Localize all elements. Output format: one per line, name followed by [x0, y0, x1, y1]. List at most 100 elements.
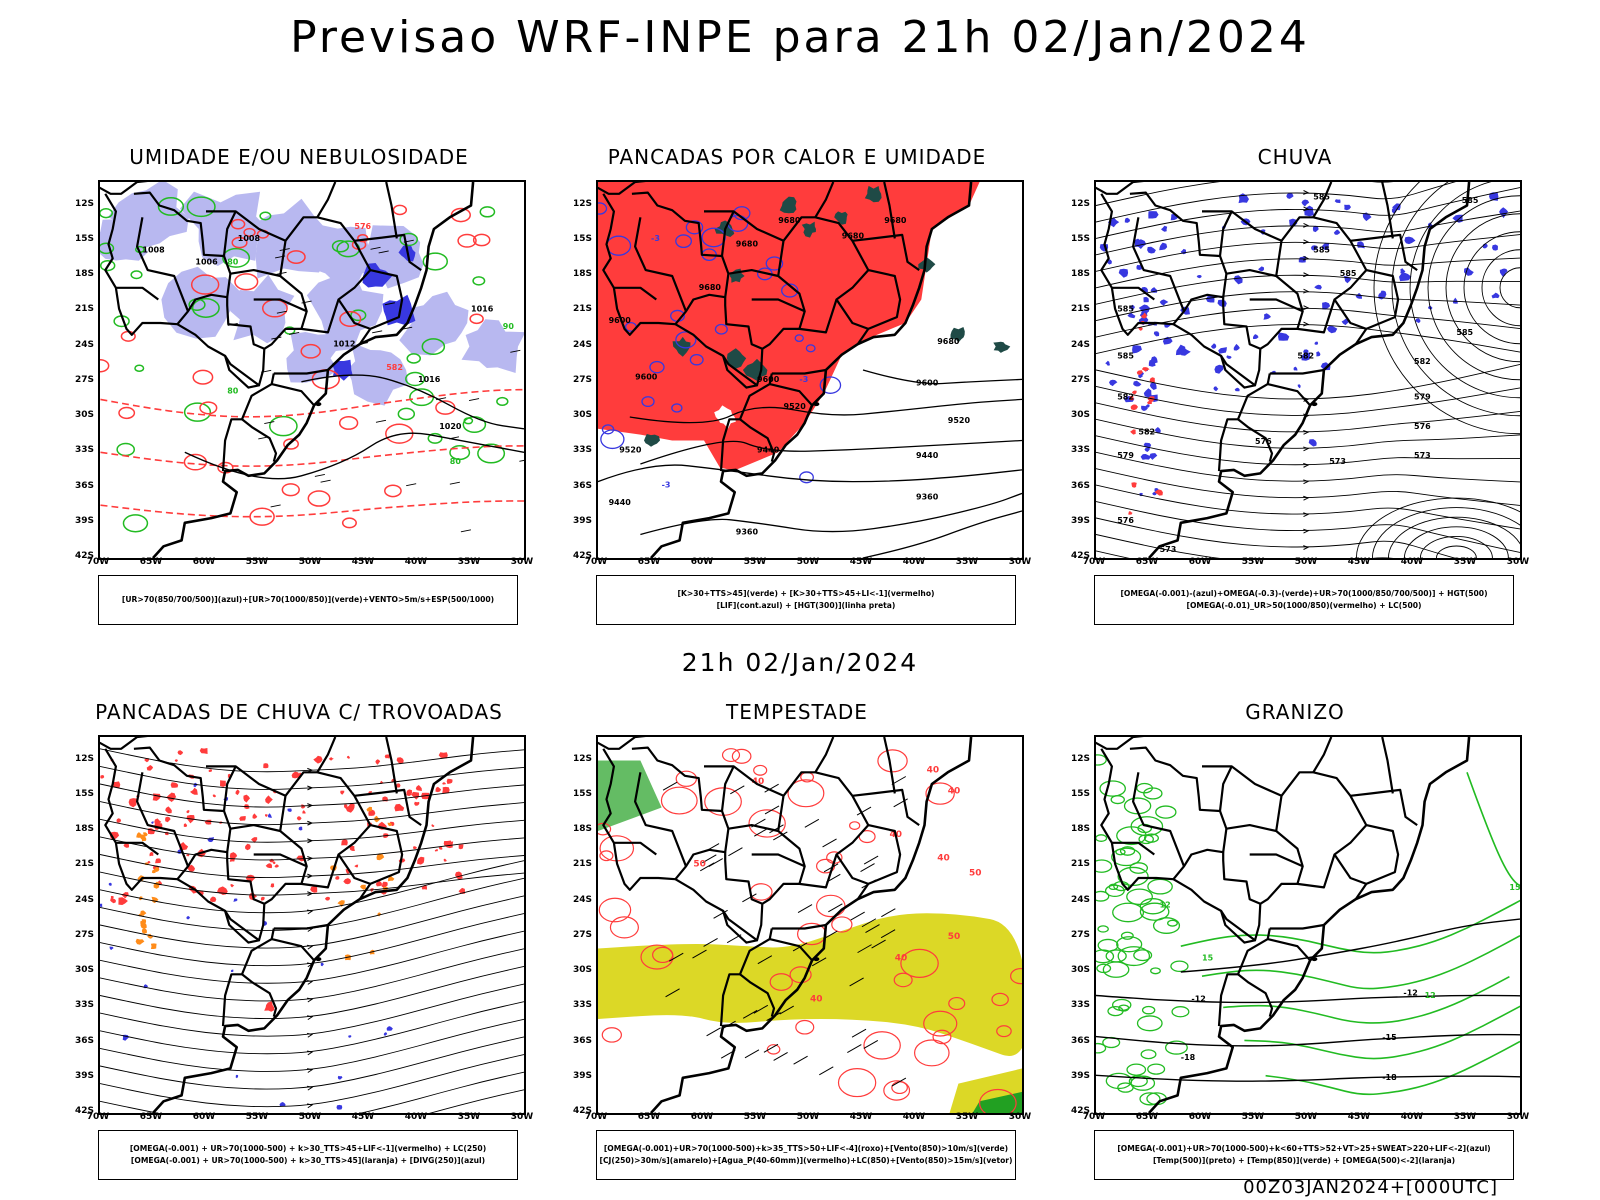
contour-label: 582 — [386, 363, 403, 372]
lat-tick-label: 30S — [1070, 410, 1090, 420]
map-canvas: 1008100610081012101610161020102457658280… — [100, 182, 524, 558]
lon-tick-label: 60W — [192, 557, 216, 567]
contour-label: 40 — [810, 994, 823, 1004]
lat-tick-label: 27S — [572, 929, 592, 940]
contour-label: 9440 — [757, 445, 780, 454]
lat-tick-label: 33S — [572, 1000, 592, 1011]
panel-title: PANCADAS POR CALOR E UMIDADE — [607, 145, 987, 169]
lat-tick-label: 24S — [1070, 894, 1090, 905]
contour-label: 582 — [1414, 357, 1431, 366]
panel-legend: [OMEGA(-0.001)+UR>70(1000-500)+k<60+TTS>… — [1094, 1130, 1514, 1180]
contour-label: -3 — [662, 481, 671, 490]
lat-tick-label: 42S — [74, 551, 94, 561]
legend-line: [OMEGA(-0.001)+UR>70(1000-500)+k>35_TTS>… — [603, 1144, 1009, 1153]
contour-label: 9680 — [884, 216, 907, 225]
contour-label: 9600 — [609, 316, 632, 325]
lat-tick-label: 15S — [1070, 788, 1090, 799]
lat-tick-label: 21S — [74, 304, 94, 315]
contour-label: 576 — [354, 222, 371, 231]
contour-label: 573 — [1414, 451, 1431, 460]
lat-tick-label: 18S — [1070, 824, 1090, 834]
lat-tick-label: 15S — [74, 788, 94, 799]
panel-legend: [UR>70(850/700/500)](azul)+[UR>70(1000/8… — [98, 575, 518, 625]
contour-label: 40 — [948, 786, 961, 796]
lat-tick-label: 33S — [1070, 445, 1090, 456]
lat-tick-label: 15S — [572, 788, 592, 799]
lat-tick-label: 42S — [1070, 1106, 1090, 1116]
lat-tick-label: 36S — [74, 480, 94, 491]
lon-tick-label: 40W — [404, 1112, 428, 1122]
contour-label: 576 — [1255, 437, 1272, 446]
lat-tick-label: 18S — [572, 269, 592, 279]
lon-tick-label: 60W — [690, 557, 714, 567]
lon-tick-label: 65W — [637, 557, 661, 567]
lon-tick-label: 60W — [192, 1112, 216, 1122]
weather-map: -12 -12 -15 -18 -18 12 15 15 12 — [1094, 735, 1522, 1115]
lat-tick-label: 21S — [1070, 859, 1090, 870]
legend-line: [OMEGA(-0.001)-(azul)+OMEGA(-0.3)-(verde… — [1120, 589, 1488, 598]
lon-tick-label: 35W — [955, 557, 979, 567]
lon-tick-label: 50W — [796, 1112, 820, 1122]
lat-tick-label: 30S — [74, 410, 94, 420]
contour-label: 9520 — [948, 416, 971, 425]
contour-label: 9600 — [916, 378, 939, 387]
lat-tick-label: 21S — [74, 859, 94, 870]
lat-tick-label: 21S — [572, 304, 592, 315]
lat-tick-label: 39S — [74, 1070, 94, 1081]
lon-tick-label: 50W — [1294, 1112, 1318, 1122]
lon-tick-label: 55W — [743, 1112, 767, 1122]
contour-label: 585 — [1340, 269, 1357, 278]
contour-label: 40 — [927, 765, 940, 775]
contour-label: -3 — [651, 234, 660, 243]
lon-tick-label: 65W — [1135, 1112, 1159, 1122]
lon-tick-label: 70W — [1082, 1112, 1106, 1122]
contour-label: 12 — [1160, 900, 1171, 909]
contour-label: 582 — [1297, 351, 1314, 360]
lat-tick-label: 24S — [74, 339, 94, 350]
lat-tick-label: 36S — [74, 1035, 94, 1046]
contour-label: 585 — [1117, 304, 1134, 313]
lat-tick-label: 36S — [572, 480, 592, 491]
contour-label: -15 — [1382, 1033, 1397, 1042]
lat-tick-label: 12S — [74, 753, 94, 764]
lon-tick-label: 35W — [1453, 557, 1477, 567]
lat-tick-label: 27S — [1070, 929, 1090, 940]
contour-label: -12 — [1191, 994, 1205, 1003]
weather-map: 585 585 585 585 585 582 582 582 582 579 579 576 576 5… — [1094, 180, 1522, 560]
contour-label: 9520 — [784, 402, 807, 411]
contour-label: 80 — [450, 457, 462, 466]
contour-label: 573 — [1160, 545, 1177, 554]
lon-tick-label: 70W — [1082, 557, 1106, 567]
contour-label: -18 — [1382, 1073, 1397, 1082]
lon-tick-label: 45W — [849, 1112, 873, 1122]
panel-title: PANCADAS DE CHUVA C/ TROVOADAS — [95, 700, 503, 724]
lon-tick-label: 45W — [351, 1112, 375, 1122]
contour-label: 9680 — [778, 216, 801, 225]
lat-tick-label: 42S — [1070, 551, 1090, 561]
lon-tick-label: 35W — [457, 1112, 481, 1122]
panel-title: TEMPESTADE — [726, 700, 868, 724]
contour-label: 9680 — [699, 283, 722, 292]
contour-label: 9440 — [609, 498, 632, 507]
lat-tick-label: 30S — [1070, 965, 1090, 975]
weather-map: 1008100610081012101610161020102457658280… — [98, 180, 526, 560]
panel-chuva: CHUVA 585 585 585 585 585 582 582 582 582 579 579 5… — [1070, 145, 1529, 635]
map-canvas: -12 -12 -15 -18 -18 12 15 15 12 — [1096, 737, 1520, 1113]
contour-label: 585 — [1462, 196, 1479, 205]
contour-label: 9600 — [635, 372, 658, 381]
lon-tick-label: 35W — [955, 1112, 979, 1122]
contour-label: 1012 — [333, 340, 355, 349]
contour-label: 1016 — [471, 304, 494, 313]
lon-tick-label: 45W — [351, 557, 375, 567]
contour-label: 585 — [1313, 193, 1330, 202]
contour-label: 582 — [1117, 392, 1134, 401]
lon-tick-label: 55W — [743, 557, 767, 567]
lat-tick-label: 12S — [1070, 198, 1090, 209]
legend-line: [CJ(250)>30m/s](amarelo)+[Agua_P(40-60mm… — [599, 1156, 1013, 1165]
lon-tick-label: 40W — [902, 1112, 926, 1122]
panel-pancadas-calor: PANCADAS POR CALOR E UMIDADE 9680 9680 968… — [572, 145, 1031, 635]
lat-tick-label: 12S — [572, 753, 592, 764]
lon-tick-label: 45W — [1347, 557, 1371, 567]
lat-tick-label: 33S — [572, 445, 592, 456]
contour-label: 1008 — [142, 246, 165, 255]
